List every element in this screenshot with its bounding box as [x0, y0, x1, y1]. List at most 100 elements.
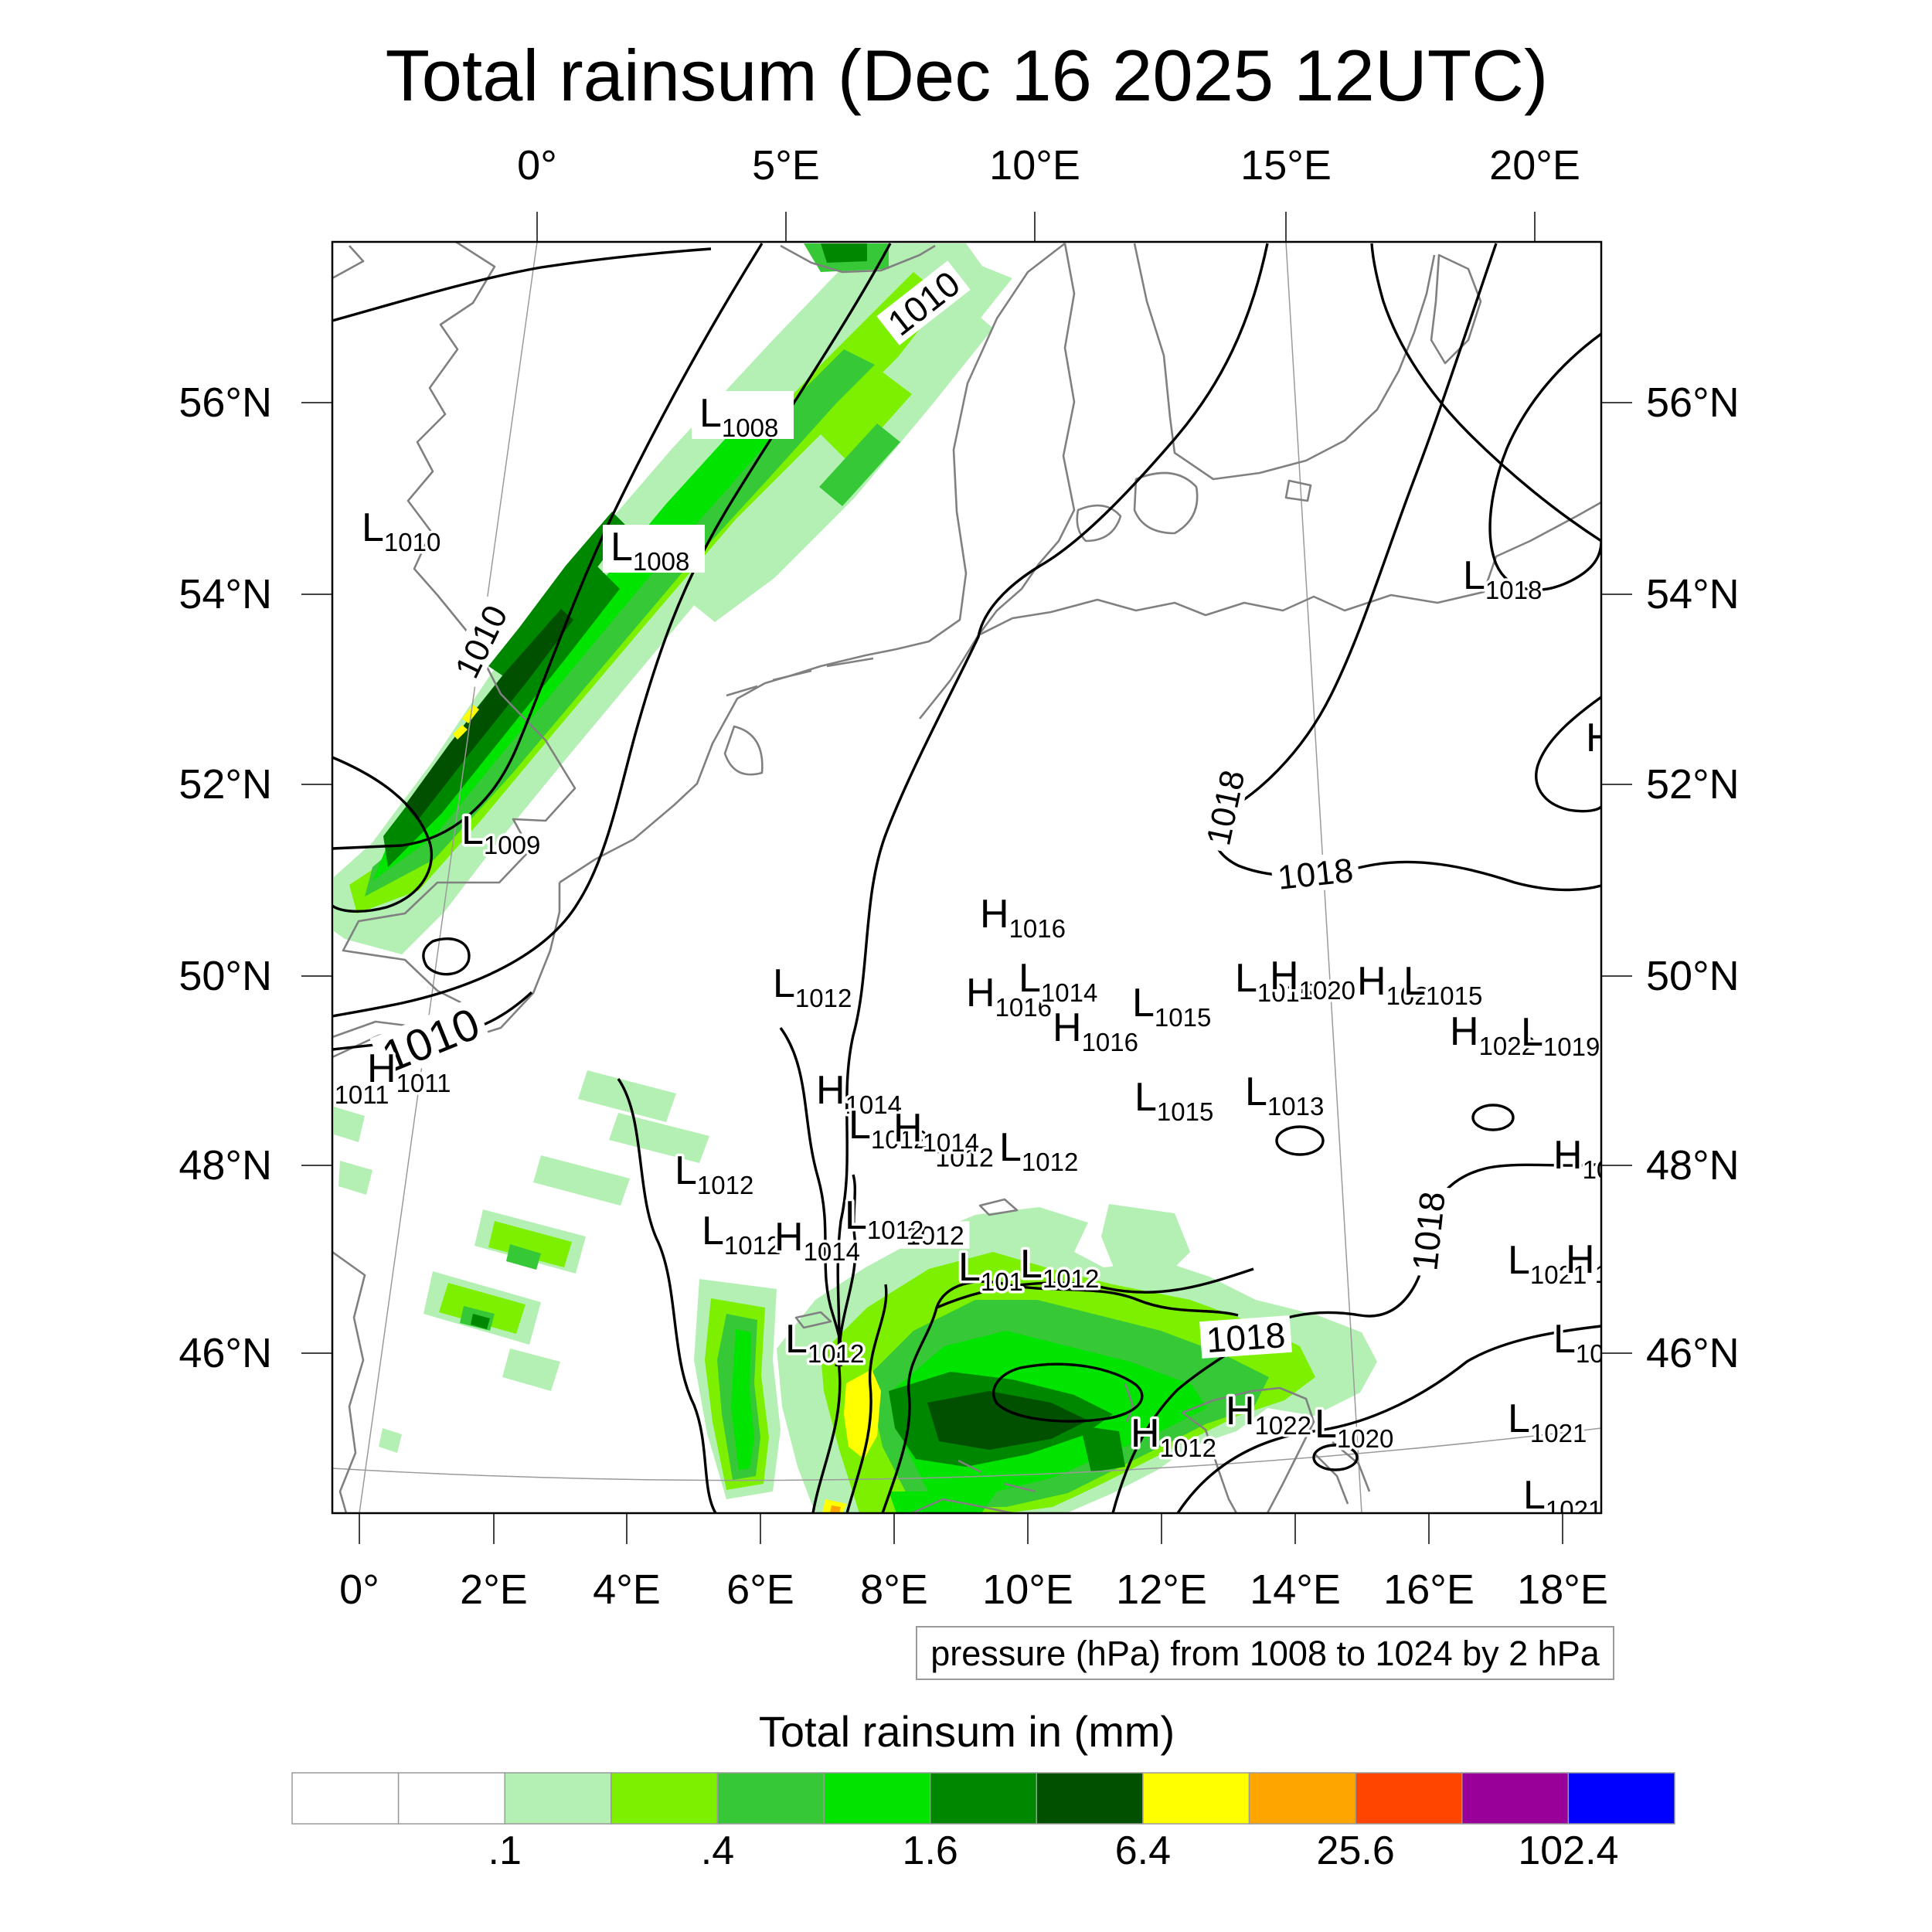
pressure-letter: L1010 [362, 505, 440, 556]
pressure-label-L102: L102 [1551, 1315, 1618, 1371]
map-frame [331, 240, 1603, 1515]
pressure-label-H1012: H1012 [1128, 1409, 1219, 1465]
colorbar-cell-5 [823, 1772, 931, 1825]
pressure-letter: L1015 [1403, 959, 1482, 1010]
pressure-label-H1: H1 [1563, 1235, 1602, 1291]
axis-labels: 0° 5°E 10°E 15°E 20°E 0° 2°E 4°E 6°E 8°E 10°E 12°E 1… [179, 142, 1739, 1613]
pressure-letter: L1019 [1521, 1010, 1600, 1061]
pressure-label-L1008: L1008 [692, 391, 794, 442]
pressure-letter: L1012 [773, 961, 852, 1012]
colorbar-tick-label: 25.6 [1317, 1828, 1395, 1873]
pressure-label-H10: H10 [1551, 1131, 1611, 1187]
top-axis-label: 20°E [1489, 142, 1580, 189]
bottom-axis-label: 8°E [860, 1566, 928, 1613]
colorbar-cell-2 [504, 1772, 612, 1825]
bottom-axis-label: 6°E [726, 1566, 794, 1613]
svg-text:1012: 1012 [906, 1221, 964, 1250]
colorbar-cell-0 [291, 1772, 400, 1825]
pressure-label-H1020: H1020 [1267, 951, 1359, 1008]
colorbar [291, 1772, 1675, 1825]
axis-ticks [301, 212, 1632, 1544]
colorbar-tick-label: .1 [488, 1828, 522, 1873]
rainfall-fill-layer [334, 243, 1377, 1513]
bottom-axis-label: 2°E [460, 1566, 528, 1613]
svg-text:1018: 1018 [1205, 1315, 1287, 1360]
pressure-label-L1012: L1012 [997, 1123, 1081, 1179]
svg-text:1018: 1018 [1404, 1189, 1452, 1272]
right-axis-label: 56°N [1646, 379, 1740, 426]
pressure-letter: L1013 [1245, 1070, 1324, 1121]
pressure-label-L1015: L1015 [1130, 978, 1214, 1035]
left-axis-label: 54°N [179, 571, 272, 617]
colorbar-tick-label: 6.4 [1115, 1828, 1171, 1873]
bottom-axis-label: 14°E [1250, 1566, 1341, 1613]
rain-orange [830, 1505, 841, 1513]
pressure-label-L1012: L1012 [672, 1146, 757, 1202]
right-axis-label: 52°N [1646, 761, 1740, 808]
pressure-letter: L1015 [1134, 1075, 1213, 1126]
isobar-label: 1018 [1198, 761, 1252, 854]
pressure-label-L1021: L1021 [1505, 1394, 1590, 1451]
page-title: Total rainsum (Dec 16 2025 12UTC) [386, 35, 1549, 116]
colorbar-cell-12 [1567, 1772, 1675, 1825]
top-axis-label: 10°E [989, 142, 1080, 189]
pressure-letter: L1020 [1315, 1402, 1393, 1453]
pressure-label-H1016: H1016 [1050, 1003, 1141, 1060]
left-axis-label: 56°N [179, 379, 272, 426]
colorbar-cell-4 [716, 1772, 825, 1825]
pressure-letter: H1012 [1131, 1411, 1216, 1462]
pressure-label-H1016: H1016 [964, 968, 1055, 1025]
pressure-letter: L102 [1553, 1317, 1618, 1368]
colorbar-cell-8 [1142, 1772, 1250, 1825]
pressure-letter: H10 [1553, 1133, 1611, 1184]
rain-darkest [405, 609, 1088, 1450]
pressure-contours [332, 243, 1601, 1513]
pressure-label-L1018: L1018 [1461, 551, 1545, 607]
colorbar-cell-11 [1461, 1772, 1570, 1825]
svg-text:1018: 1018 [1276, 852, 1355, 897]
isobar-label: 1018 [1404, 1184, 1453, 1278]
top-axis-label: 5°E [752, 142, 820, 189]
colorbar-cell-1 [397, 1772, 505, 1825]
colorbar-tick-label: .4 [701, 1828, 734, 1873]
pressure-legend: pressure (hPa) from 1008 to 1024 by 2 hP… [916, 1626, 1614, 1680]
isobar-label: 1018 [1199, 1315, 1292, 1360]
pressure-letter: L1018 [1463, 553, 1542, 604]
top-axis-label: 15°E [1240, 142, 1332, 189]
pressure-label-L1012: L1012 [699, 1206, 784, 1263]
pressure-label-L1008: L1008 [603, 525, 705, 576]
isobar-label: 1012 [930, 1143, 999, 1172]
pressure-letter: H1016 [966, 971, 1052, 1022]
bottom-axis-label: 0° [339, 1566, 379, 1613]
pressure-label-L1012: L1012 [770, 959, 855, 1015]
pressure-label-L1014: L1014 [1016, 954, 1100, 1010]
pressure-label-L1015: L1015 [1401, 957, 1485, 1013]
pressure-label-H1014: H1014 [891, 1104, 982, 1160]
pressure-label-L1019: L1019 [1519, 1008, 1602, 1064]
top-axis-label: 0° [517, 142, 557, 189]
svg-text:1018: 1018 [1199, 767, 1252, 849]
isobar-label: 1018 [1270, 851, 1361, 897]
pressure-letter: L1012 [702, 1209, 781, 1260]
right-axis-label: 54°N [1646, 571, 1740, 617]
colorbar-tick-labels: .1 .4 1.6 6.4 25.6 102.4 [488, 1828, 1619, 1873]
pressure-letter: L1012 [675, 1148, 753, 1199]
pressure-label-L1015: L1015 [1132, 1073, 1216, 1129]
bottom-axis-label: 10°E [982, 1566, 1073, 1613]
pressure-letter: H1020 [1270, 954, 1355, 1005]
pressure-letter: H1016 [1053, 1005, 1138, 1056]
bottom-axis-label: 12°E [1116, 1566, 1207, 1613]
colorbar-cell-6 [929, 1772, 1038, 1825]
right-axis-label: 46°N [1646, 1330, 1740, 1376]
pressure-label-L1013: L1013 [1243, 1067, 1327, 1124]
pressure-letter: H [1586, 716, 1615, 760]
left-axis-label: 52°N [179, 761, 272, 808]
colorbar-tick-label: 102.4 [1518, 1828, 1618, 1873]
pressure-label-H: H [1583, 713, 1615, 764]
colorbar-tick-label: 1.6 [903, 1828, 958, 1873]
pressure-label-L1020: L1020 [1312, 1400, 1396, 1456]
pressure-label-L1010: L1010 [359, 503, 444, 560]
bottom-axis-label: 16°E [1383, 1566, 1475, 1613]
pressure-letter: H1014 [893, 1106, 979, 1157]
